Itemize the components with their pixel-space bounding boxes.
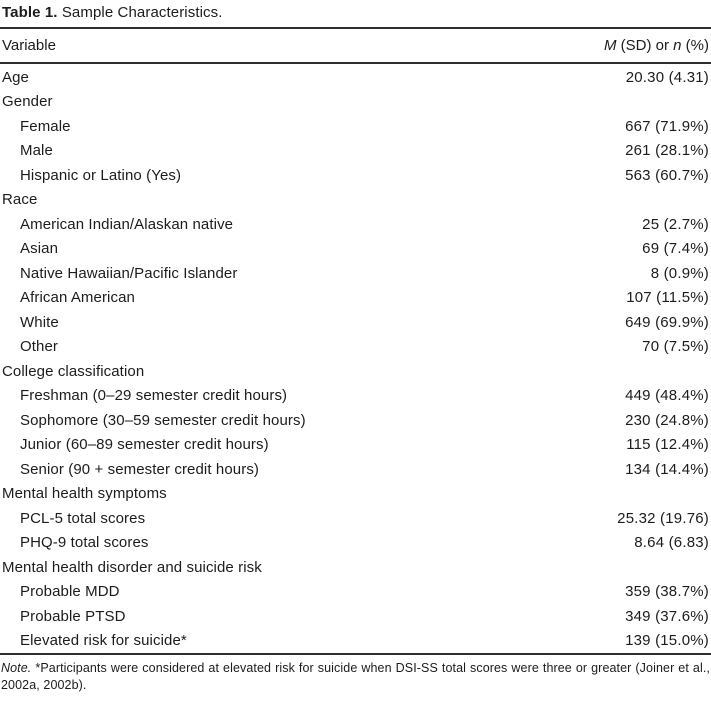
table-header-row: Variable M (SD) or n (%): [0, 29, 711, 62]
row-label: African American: [20, 289, 135, 307]
table-row: Age 20.30 (4.31): [0, 65, 711, 90]
row-label: Race: [2, 191, 38, 209]
row-value: 69 (7.4%): [642, 240, 709, 258]
row-label: American Indian/Alaskan native: [20, 215, 234, 233]
table-row: PCL-5 total scores 25.32 (19.76): [0, 506, 711, 531]
table-note: Note. *Participants were considered at e…: [0, 655, 711, 694]
table-row: Mental health disorder and suicide risk: [0, 555, 711, 580]
table-row: Mental health symptoms: [0, 482, 711, 507]
table-row: Junior (60–89 semester credit hours) 115…: [0, 433, 711, 458]
row-label: Other: [20, 338, 59, 356]
row-value: 139 (15.0%): [625, 632, 709, 650]
row-value: 25 (2.7%): [642, 215, 709, 233]
row-label: Female: [20, 117, 71, 135]
table-title: Table 1. Sample Characteristics.: [0, 0, 711, 27]
row-value: 449 (48.4%): [625, 387, 709, 405]
row-label: Age: [2, 68, 29, 86]
row-value: 667 (71.9%): [625, 117, 709, 135]
top-rule: [0, 27, 711, 29]
row-label: Male: [20, 142, 53, 160]
row-label: Elevated risk for suicide*: [20, 632, 187, 650]
row-value: 563 (60.7%): [625, 166, 709, 184]
table-row: Probable PTSD 349 (37.6%): [0, 604, 711, 629]
row-value: 115 (12.4%): [626, 436, 709, 454]
note-text: *Participants were considered at elevate…: [1, 661, 710, 692]
table-row: Freshman (0–29 semester credit hours) 44…: [0, 384, 711, 409]
table-row: Female 667 (71.9%): [0, 114, 711, 139]
table-row: College classification: [0, 359, 711, 384]
table-row: Male 261 (28.1%): [0, 139, 711, 164]
row-label: Sophomore (30–59 semester credit hours): [20, 411, 306, 429]
bottom-rule: [0, 653, 711, 655]
row-value: 349 (37.6%): [625, 607, 709, 625]
table-row: Race: [0, 188, 711, 213]
table-row: Senior (90 + semester credit hours) 134 …: [0, 457, 711, 482]
row-label: Freshman (0–29 semester credit hours): [20, 387, 288, 405]
table-row: PHQ-9 total scores 8.64 (6.83): [0, 531, 711, 556]
row-label: Native Hawaiian/Pacific Islander: [20, 264, 238, 282]
note-prefix: Note.: [1, 661, 32, 675]
row-value: 70 (7.5%): [642, 338, 709, 356]
row-label: PHQ-9 total scores: [20, 534, 149, 552]
row-value: 107 (11.5%): [626, 289, 709, 307]
table-row: Other 70 (7.5%): [0, 335, 711, 360]
table-title-number: Table 1.: [2, 4, 58, 21]
table-row: Hispanic or Latino (Yes) 563 (60.7%): [0, 163, 711, 188]
row-label: Gender: [2, 93, 53, 111]
header-rule: [0, 62, 711, 64]
row-label: Probable MDD: [20, 583, 120, 601]
row-label: Senior (90 + semester credit hours): [20, 460, 260, 478]
row-label: White: [20, 313, 59, 331]
row-value: 230 (24.8%): [625, 411, 709, 429]
row-label: Hispanic or Latino (Yes): [20, 166, 182, 184]
row-value: 359 (38.7%): [625, 583, 709, 601]
table-body: Age 20.30 (4.31) Gender Female 667 (71.9…: [0, 64, 711, 653]
table-row: American Indian/Alaskan native 25 (2.7%): [0, 212, 711, 237]
row-value: 261 (28.1%): [625, 142, 709, 160]
table-row: Gender: [0, 90, 711, 115]
row-label: Mental health symptoms: [2, 485, 167, 503]
row-value: 25.32 (19.76): [617, 509, 709, 527]
table-row: Elevated risk for suicide* 139 (15.0%): [0, 629, 711, 654]
table-row: Native Hawaiian/Pacific Islander 8 (0.9%…: [0, 261, 711, 286]
table-row: Sophomore (30–59 semester credit hours) …: [0, 408, 711, 433]
row-label: Junior (60–89 semester credit hours): [20, 436, 269, 454]
row-label: College classification: [2, 362, 145, 380]
row-label: Mental health disorder and suicide risk: [2, 558, 262, 576]
column-header-variable: Variable: [2, 37, 56, 54]
row-value: 649 (69.9%): [625, 313, 709, 331]
row-value: 8 (0.9%): [650, 264, 709, 282]
row-value: 134 (14.4%): [625, 460, 709, 478]
table-row: Asian 69 (7.4%): [0, 237, 711, 262]
row-value: 20.30 (4.31): [625, 68, 709, 86]
row-label: Asian: [20, 240, 59, 258]
table-row: African American 107 (11.5%): [0, 286, 711, 311]
table-row: Probable MDD 359 (38.7%): [0, 580, 711, 605]
table-row: White 649 (69.9%): [0, 310, 711, 335]
column-header-value: M (SD) or n (%): [603, 37, 709, 54]
row-label: Probable PTSD: [20, 607, 126, 625]
row-label: PCL-5 total scores: [20, 509, 146, 527]
row-value: 8.64 (6.83): [634, 534, 709, 552]
table-title-caption: Sample Characteristics.: [57, 4, 223, 21]
